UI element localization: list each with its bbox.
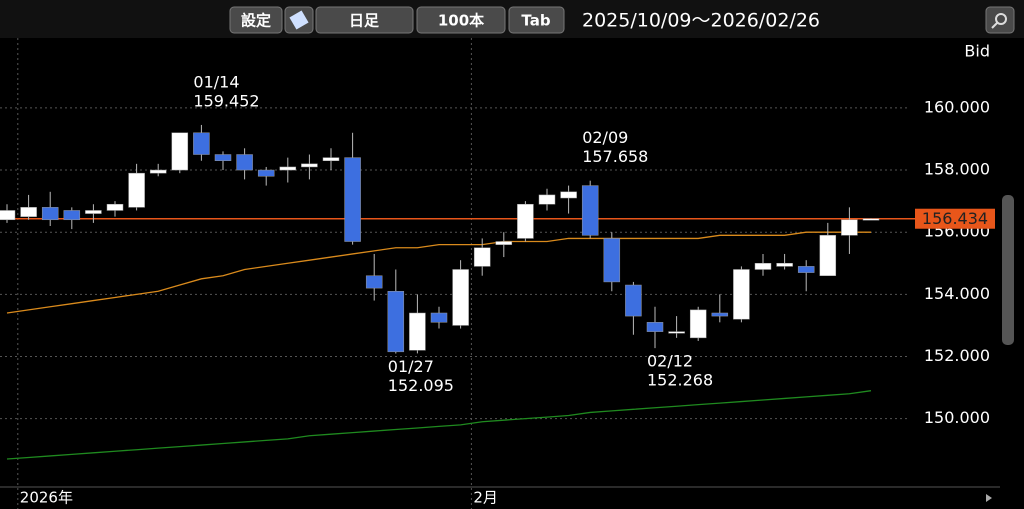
tab-button[interactable] xyxy=(508,6,565,34)
y-tick-label: 150.000 xyxy=(924,408,990,427)
current-price-box xyxy=(915,208,995,229)
candle-body xyxy=(214,154,232,161)
candle-body xyxy=(733,269,750,320)
count-button[interactable] xyxy=(416,6,506,34)
candle-body xyxy=(560,191,577,199)
candle-body xyxy=(430,312,448,323)
candle-body xyxy=(236,154,253,171)
candle-body xyxy=(668,331,685,334)
candle-body xyxy=(581,185,599,236)
candle-body xyxy=(711,312,729,317)
tab-label: Tab xyxy=(521,12,550,30)
y-axis-label: Bid xyxy=(964,42,990,61)
date-range: 2025/10/09～2026/02/26 xyxy=(582,10,820,32)
candle-body xyxy=(776,263,793,267)
count-label: 100本 xyxy=(438,12,484,30)
candle-body xyxy=(538,194,556,205)
moving-average xyxy=(6,390,872,460)
x-tick-label: 2月 xyxy=(473,489,498,507)
annotation-value: 157.658 xyxy=(582,147,648,166)
candle-body xyxy=(646,322,664,332)
candle-body xyxy=(106,203,124,211)
annotation-value: 152.095 xyxy=(388,376,454,395)
annotation-date: 01/27 xyxy=(388,357,434,376)
settings-label: 設定 xyxy=(241,12,271,30)
candle-body xyxy=(387,290,405,353)
annotation-date: 02/09 xyxy=(582,128,628,147)
candle-body xyxy=(279,166,297,171)
candle-body xyxy=(841,219,858,236)
y-tick-label: 160.000 xyxy=(924,97,990,116)
scroll-right[interactable] xyxy=(986,494,992,502)
candle-body xyxy=(193,132,210,155)
candle-body xyxy=(322,157,340,161)
annotation-date: 01/14 xyxy=(193,72,239,91)
candle-body xyxy=(862,218,880,221)
period-button[interactable] xyxy=(315,6,414,34)
candle-body xyxy=(689,309,707,339)
annotation-date: 02/12 xyxy=(647,352,693,371)
scrollbar[interactable] xyxy=(1002,195,1014,345)
candle-body xyxy=(20,207,37,217)
candle-body xyxy=(41,207,59,221)
eraser-icon xyxy=(289,10,309,30)
candle-body xyxy=(171,132,189,171)
settings-button[interactable] xyxy=(229,6,283,34)
candle-body xyxy=(257,169,275,177)
candle-body xyxy=(301,163,318,168)
y-tick-label: 158.000 xyxy=(924,160,990,179)
candle-body xyxy=(603,238,621,283)
zoom-icon-handle xyxy=(991,22,998,29)
candle-body xyxy=(63,210,81,221)
candle-body xyxy=(517,203,534,239)
x-tick-label: 2026年 xyxy=(20,489,73,507)
candle-body xyxy=(0,210,16,221)
candle-body xyxy=(128,172,145,208)
current-price-label: 156.434 xyxy=(922,209,988,228)
candle-body xyxy=(85,210,102,214)
candle-body xyxy=(344,157,361,242)
annotation-value: 152.268 xyxy=(647,371,713,390)
zoom-icon xyxy=(995,13,1007,25)
y-tick-label: 154.000 xyxy=(924,284,990,303)
candle-body xyxy=(473,247,491,267)
candle-body xyxy=(409,312,426,351)
period-label: 日足 xyxy=(349,12,380,30)
candle-body xyxy=(149,169,167,174)
candle-body xyxy=(754,263,772,270)
candle-body xyxy=(625,284,642,317)
candle-body xyxy=(365,275,383,289)
moving-average xyxy=(6,231,871,314)
candle-body xyxy=(797,266,815,273)
y-tick-label: 152.000 xyxy=(924,346,990,365)
zoom-button[interactable] xyxy=(985,6,1015,34)
candle-body xyxy=(819,235,837,276)
candle-body xyxy=(452,269,469,326)
candle-body xyxy=(495,241,513,245)
annotation-value: 159.452 xyxy=(193,91,259,110)
